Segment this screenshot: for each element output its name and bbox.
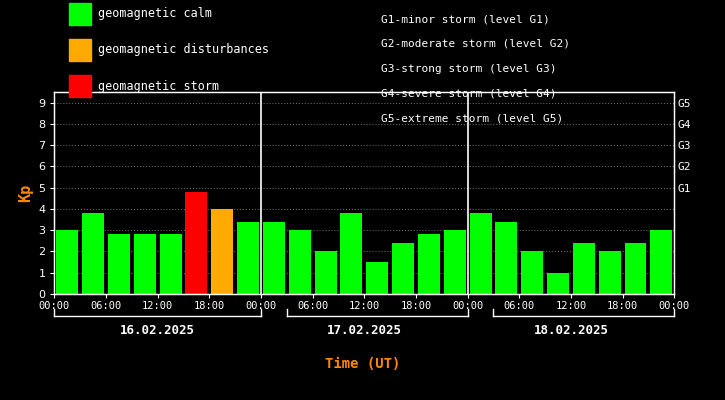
Bar bbox=[341, 213, 362, 294]
Bar bbox=[366, 262, 388, 294]
Text: G1-minor storm (level G1): G1-minor storm (level G1) bbox=[381, 14, 550, 24]
Text: G4-severe storm (level G4): G4-severe storm (level G4) bbox=[381, 88, 556, 98]
Text: G5-extreme storm (level G5): G5-extreme storm (level G5) bbox=[381, 113, 563, 123]
Y-axis label: Kp: Kp bbox=[17, 184, 33, 202]
Text: 16.02.2025: 16.02.2025 bbox=[120, 324, 195, 336]
Bar bbox=[444, 230, 465, 294]
Text: Time (UT): Time (UT) bbox=[325, 357, 400, 371]
Bar bbox=[624, 243, 647, 294]
Bar bbox=[650, 230, 672, 294]
Text: geomagnetic calm: geomagnetic calm bbox=[98, 8, 212, 20]
Bar bbox=[547, 273, 569, 294]
Bar bbox=[599, 252, 621, 294]
Bar bbox=[315, 252, 336, 294]
Bar bbox=[160, 234, 181, 294]
Bar bbox=[470, 213, 492, 294]
Bar bbox=[573, 243, 594, 294]
Bar bbox=[57, 230, 78, 294]
Bar bbox=[211, 209, 233, 294]
Bar bbox=[521, 252, 543, 294]
Bar bbox=[263, 222, 285, 294]
Text: 18.02.2025: 18.02.2025 bbox=[534, 324, 608, 336]
Bar bbox=[392, 243, 414, 294]
Bar bbox=[82, 213, 104, 294]
Bar bbox=[495, 222, 518, 294]
Text: G3-strong storm (level G3): G3-strong storm (level G3) bbox=[381, 64, 556, 74]
Bar bbox=[418, 234, 440, 294]
Text: 17.02.2025: 17.02.2025 bbox=[327, 324, 402, 336]
Text: geomagnetic storm: geomagnetic storm bbox=[98, 80, 219, 92]
Text: G2-moderate storm (level G2): G2-moderate storm (level G2) bbox=[381, 39, 570, 49]
Bar bbox=[108, 234, 130, 294]
Text: geomagnetic disturbances: geomagnetic disturbances bbox=[98, 44, 269, 56]
Bar bbox=[237, 222, 259, 294]
Bar bbox=[289, 230, 311, 294]
Bar bbox=[186, 192, 207, 294]
Bar bbox=[134, 234, 156, 294]
